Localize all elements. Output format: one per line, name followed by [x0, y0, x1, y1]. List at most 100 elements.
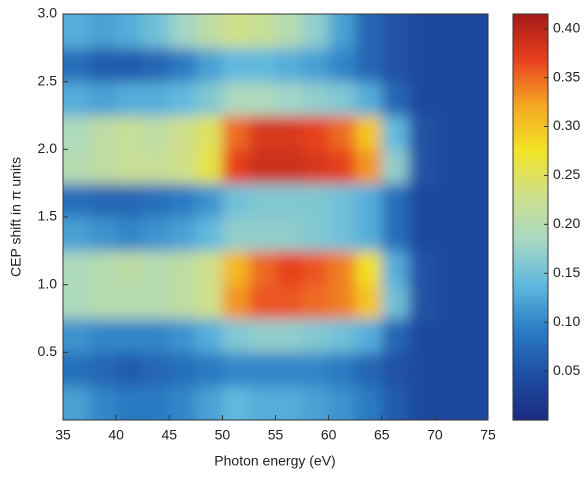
- colorbar-step: [513, 149, 548, 154]
- heat-cell: [302, 284, 330, 319]
- colorbar-step: [513, 74, 548, 79]
- heat-cell: [302, 115, 330, 150]
- heat-cell: [63, 250, 91, 286]
- colorbar-step: [513, 274, 548, 279]
- colorbar-step: [513, 95, 548, 100]
- heat-cell: [275, 115, 303, 150]
- colorbar-step: [513, 51, 548, 56]
- x-tick-label: 75: [480, 427, 496, 443]
- colorbar-step: [513, 189, 548, 194]
- x-tick-label: 60: [321, 427, 337, 443]
- x-tick-label: 40: [108, 427, 124, 443]
- heat-cell: [116, 217, 144, 252]
- colorbar-step: [513, 71, 548, 76]
- heat-cell: [302, 250, 330, 286]
- heat-cell: [381, 14, 409, 49]
- colorbar-step: [513, 345, 548, 350]
- colorbar-step: [513, 54, 548, 59]
- colorbar-tick-label: 0.15: [553, 264, 580, 280]
- heat-cell: [195, 250, 223, 286]
- heat-cell: [248, 318, 276, 353]
- colorbar-step: [513, 403, 548, 408]
- colorbar-step: [513, 132, 548, 137]
- heat-cell: [222, 386, 250, 420]
- colorbar-step: [513, 271, 548, 276]
- heat-cell: [408, 318, 436, 353]
- heat-cell: [461, 284, 488, 319]
- heat-cell: [248, 115, 276, 150]
- colorbar-step: [513, 142, 548, 147]
- colorbar-step: [513, 57, 548, 62]
- colorbar-step: [513, 386, 548, 391]
- colorbar-step: [513, 186, 548, 191]
- heat-cell: [355, 14, 383, 49]
- colorbar-step: [513, 227, 548, 232]
- heat-cell: [355, 217, 383, 252]
- y-tick-label: 1.0: [38, 275, 58, 291]
- heat-cell: [381, 250, 409, 286]
- heat-cell: [381, 115, 409, 150]
- heat-cell: [434, 14, 462, 49]
- heat-cell: [169, 250, 197, 286]
- x-tick-label: 50: [215, 427, 231, 443]
- heat-cell: [248, 217, 276, 252]
- colorbar-step: [513, 193, 548, 198]
- colorbar-step: [513, 342, 548, 347]
- heatmap-cells: [63, 14, 488, 420]
- colorbar-step: [513, 406, 548, 411]
- heat-cell: [302, 183, 330, 218]
- colorbar-step: [513, 352, 548, 357]
- colorbar-step: [513, 298, 548, 303]
- colorbar-step: [513, 332, 548, 337]
- heatmap: [63, 14, 488, 420]
- heat-cell: [355, 183, 383, 218]
- colorbar-step: [513, 203, 548, 208]
- heat-cell: [328, 149, 356, 184]
- heat-cell: [408, 149, 436, 184]
- heat-cell: [355, 250, 383, 286]
- colorbar-step: [513, 409, 548, 414]
- heat-cell: [195, 149, 223, 184]
- heat-cell: [63, 115, 91, 150]
- heat-cell: [302, 318, 330, 353]
- heat-cell: [89, 352, 117, 387]
- colorbar-step: [513, 115, 548, 120]
- heat-cell: [142, 183, 170, 218]
- heat-cell: [142, 47, 170, 83]
- heat-cell: [195, 352, 223, 387]
- colorbar-step: [513, 254, 548, 259]
- heat-cell: [408, 217, 436, 252]
- heat-cell: [116, 115, 144, 150]
- heat-cell: [302, 352, 330, 387]
- heat-cell: [434, 217, 462, 252]
- colorbar-step: [513, 365, 548, 370]
- heat-cell: [355, 115, 383, 150]
- heat-cell: [381, 47, 409, 83]
- colorbar-step: [513, 399, 548, 404]
- heat-cell: [355, 386, 383, 420]
- colorbar-step: [513, 166, 548, 171]
- heat-cell: [408, 115, 436, 150]
- colorbar-step: [513, 338, 548, 343]
- heat-cell: [63, 284, 91, 319]
- colorbar-step: [513, 281, 548, 286]
- heat-cell: [195, 284, 223, 319]
- heat-cell: [116, 318, 144, 353]
- heat-cell: [461, 352, 488, 387]
- colorbar-step: [513, 41, 548, 46]
- heat-cell: [63, 149, 91, 184]
- heat-cell: [302, 386, 330, 420]
- heat-cell: [434, 115, 462, 150]
- heat-cell: [195, 183, 223, 218]
- colorbar-step: [513, 240, 548, 245]
- colorbar-step: [513, 416, 548, 421]
- heat-cell: [381, 284, 409, 319]
- heat-cell: [222, 149, 250, 184]
- colorbar-step: [513, 304, 548, 309]
- heat-cell: [328, 352, 356, 387]
- heat-cell: [222, 115, 250, 150]
- heat-cell: [408, 386, 436, 420]
- heat-cell: [328, 318, 356, 353]
- heat-cell: [355, 47, 383, 83]
